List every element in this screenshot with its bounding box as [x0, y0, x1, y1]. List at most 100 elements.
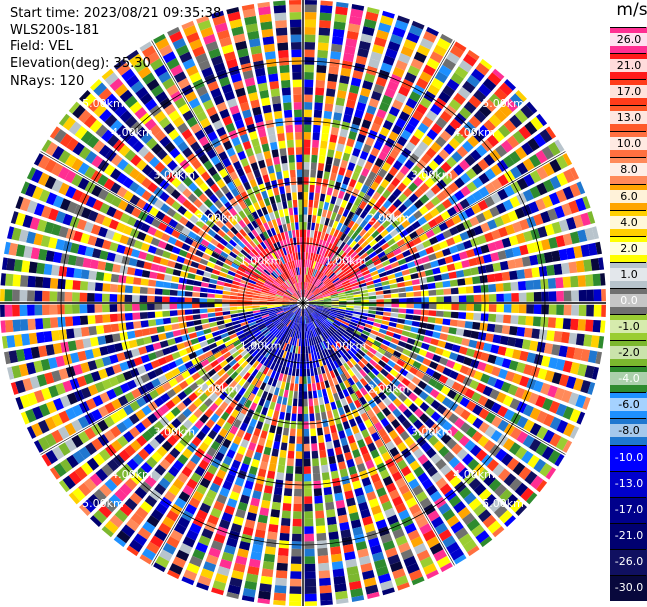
range-gate	[337, 312, 345, 317]
range-gate	[189, 425, 200, 436]
range-gate	[254, 352, 262, 360]
range-gate	[311, 286, 317, 293]
range-gate	[257, 598, 270, 605]
range-gate	[294, 353, 298, 362]
range-gate	[174, 239, 184, 248]
range-gate	[222, 438, 232, 449]
range-gate	[307, 252, 311, 260]
range-gate	[311, 215, 317, 223]
range-gate	[109, 294, 118, 302]
range-gate	[295, 451, 303, 459]
range-gate	[321, 388, 328, 397]
range-gate	[185, 285, 194, 291]
range-gate	[562, 440, 573, 453]
range-gate	[288, 443, 295, 452]
range-gate	[248, 442, 257, 452]
range-gate	[510, 315, 519, 325]
range-gate	[292, 260, 296, 269]
range-gate	[98, 448, 111, 462]
range-gate	[442, 349, 452, 358]
range-gate	[211, 373, 221, 382]
range-gate	[313, 473, 321, 482]
range-gate	[549, 175, 562, 190]
range-gate	[440, 385, 451, 396]
range-gate	[165, 267, 174, 275]
range-gate	[315, 306, 324, 310]
range-gate	[234, 354, 243, 362]
range-gate	[192, 490, 204, 502]
range-gate	[273, 600, 286, 606]
range-gate	[413, 147, 424, 158]
range-gate	[199, 308, 208, 314]
range-gate	[194, 419, 205, 430]
range-gate	[37, 172, 50, 187]
range-gate	[155, 280, 164, 288]
range-gate	[475, 382, 487, 394]
range-gate	[435, 167, 446, 178]
range-gate	[464, 388, 475, 399]
range-gate	[536, 479, 548, 493]
range-gate	[163, 324, 173, 332]
range-gate	[454, 527, 469, 540]
range-gate	[289, 301, 298, 303]
range-gate	[194, 235, 204, 244]
range-gate	[51, 429, 64, 444]
range-gate	[372, 221, 381, 230]
range-gate	[243, 164, 252, 174]
range-gate	[27, 275, 36, 288]
range-gate	[304, 533, 315, 542]
range-gate	[330, 470, 340, 480]
range-gate	[446, 541, 460, 555]
range-gate	[376, 303, 384, 307]
range-gate	[354, 456, 364, 466]
range-gate	[370, 51, 383, 62]
range-gate	[7, 226, 15, 240]
range-gate	[465, 312, 474, 320]
range-gate	[284, 318, 290, 325]
range-gate	[380, 62, 393, 73]
range-gate	[449, 279, 458, 287]
range-gate	[471, 391, 482, 403]
range-gate	[286, 223, 292, 231]
range-gate	[398, 308, 407, 314]
range-gate	[521, 256, 531, 267]
range-gate	[384, 172, 394, 183]
range-gate	[254, 246, 262, 254]
range-gate	[308, 300, 317, 302]
range-gate	[349, 154, 358, 164]
range-gate	[285, 319, 291, 326]
range-gate	[282, 170, 290, 179]
range-gate	[275, 331, 282, 338]
colorbar-stack: 26.0 21.0 17.0 13.0 10.0 8.0 6.0 4.0 2.0 1.0 0.0 -1…	[610, 27, 647, 602]
range-gate	[194, 129, 206, 141]
range-gate	[398, 509, 410, 521]
range-gate	[402, 348, 411, 357]
range-gate	[434, 522, 448, 535]
range-gate	[316, 304, 324, 307]
range-gate	[221, 225, 230, 234]
range-gate	[229, 105, 240, 115]
range-gate	[290, 305, 298, 310]
range-gate	[92, 199, 104, 211]
range-gate	[291, 64, 302, 73]
range-gate	[318, 316, 325, 322]
range-gate	[325, 329, 332, 337]
range-gate	[255, 371, 263, 380]
range-gate	[264, 384, 271, 393]
range-gate	[316, 298, 324, 301]
range-gate	[15, 349, 26, 362]
range-gate	[345, 328, 354, 335]
range-gate	[368, 399, 377, 409]
range-gate	[405, 97, 418, 109]
range-gate	[289, 593, 302, 602]
range-gate	[359, 445, 369, 456]
range-gate	[562, 406, 574, 420]
range-gate	[316, 299, 324, 302]
range-gate	[57, 426, 70, 440]
range-gate	[362, 402, 371, 412]
range-gate	[304, 124, 312, 133]
range-gate	[237, 240, 246, 249]
range-gate	[325, 339, 331, 347]
range-gate	[156, 325, 165, 333]
range-gate	[460, 172, 471, 184]
